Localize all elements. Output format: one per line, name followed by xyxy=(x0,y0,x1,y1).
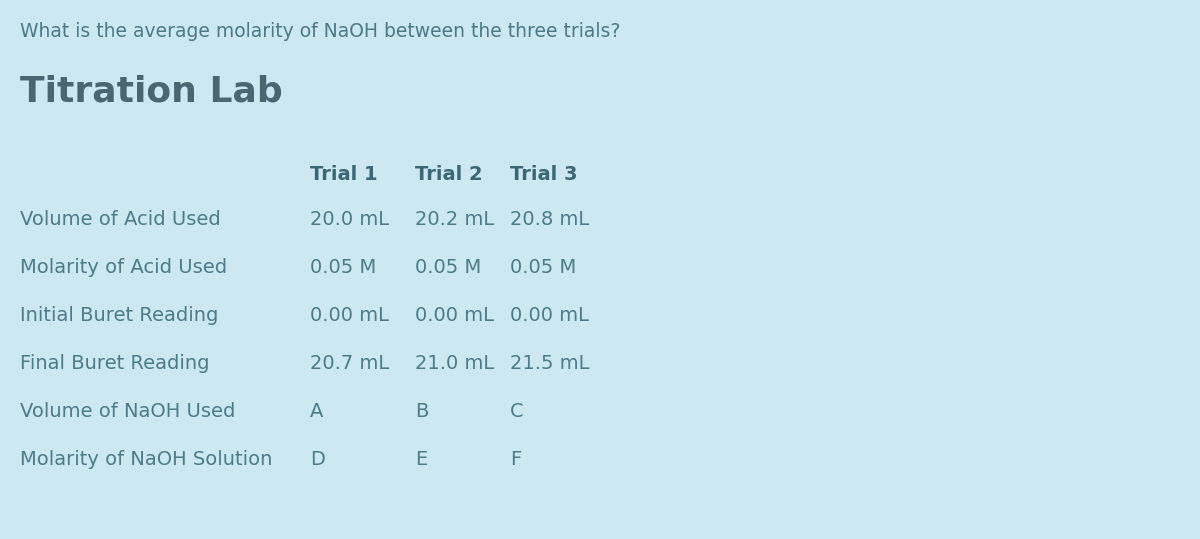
Text: Titration Lab: Titration Lab xyxy=(20,75,283,109)
Text: Trial 2: Trial 2 xyxy=(415,165,482,184)
Text: Volume of Acid Used: Volume of Acid Used xyxy=(20,210,221,229)
Text: D: D xyxy=(310,450,325,469)
Text: B: B xyxy=(415,402,428,421)
Text: 20.0 mL: 20.0 mL xyxy=(310,210,389,229)
Text: Volume of NaOH Used: Volume of NaOH Used xyxy=(20,402,235,421)
Text: What is the average molarity of NaOH between the three trials?: What is the average molarity of NaOH bet… xyxy=(20,22,620,41)
Text: A: A xyxy=(310,402,323,421)
Text: 21.0 mL: 21.0 mL xyxy=(415,354,494,373)
Text: Trial 1: Trial 1 xyxy=(310,165,378,184)
Text: 20.8 mL: 20.8 mL xyxy=(510,210,589,229)
Text: Initial Buret Reading: Initial Buret Reading xyxy=(20,306,218,325)
Text: Molarity of Acid Used: Molarity of Acid Used xyxy=(20,258,227,277)
Text: 0.00 mL: 0.00 mL xyxy=(510,306,589,325)
Text: 20.2 mL: 20.2 mL xyxy=(415,210,494,229)
Text: Trial 3: Trial 3 xyxy=(510,165,577,184)
Text: 0.05 M: 0.05 M xyxy=(310,258,377,277)
Text: E: E xyxy=(415,450,427,469)
Text: 20.7 mL: 20.7 mL xyxy=(310,354,389,373)
Text: 0.05 M: 0.05 M xyxy=(510,258,576,277)
Text: C: C xyxy=(510,402,523,421)
Text: 21.5 mL: 21.5 mL xyxy=(510,354,589,373)
Text: 0.00 mL: 0.00 mL xyxy=(310,306,389,325)
Text: Molarity of NaOH Solution: Molarity of NaOH Solution xyxy=(20,450,272,469)
Text: 0.05 M: 0.05 M xyxy=(415,258,481,277)
Text: 0.00 mL: 0.00 mL xyxy=(415,306,494,325)
Text: Final Buret Reading: Final Buret Reading xyxy=(20,354,210,373)
Text: F: F xyxy=(510,450,521,469)
